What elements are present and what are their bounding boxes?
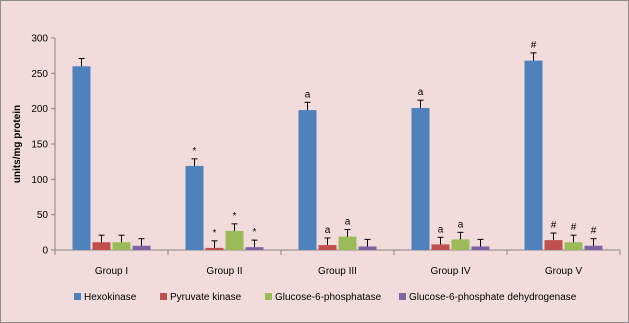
significance-annotation: a <box>325 225 331 236</box>
significance-annotation: # <box>571 222 577 233</box>
bar <box>338 236 357 250</box>
bar <box>411 107 430 251</box>
y-axis-label: units/mg protein <box>12 105 23 183</box>
bar <box>544 240 563 250</box>
bar <box>584 245 603 250</box>
significance-annotation: a <box>438 224 444 235</box>
y-tick-label: 250 <box>31 69 48 80</box>
legend-swatch <box>74 293 81 300</box>
legend-label: Glucose-6-phosphatase <box>275 292 382 303</box>
y-tick-label: 50 <box>37 210 49 221</box>
legend-label: Pyruvate kinase <box>170 292 242 303</box>
significance-annotation: * <box>253 227 257 238</box>
bar <box>92 242 111 250</box>
x-tick-label: Group II <box>206 266 242 277</box>
bar <box>245 247 264 250</box>
significance-annotation: # <box>531 40 537 51</box>
legend-swatch <box>160 293 167 300</box>
bar <box>72 66 91 251</box>
significance-annotation: * <box>213 228 217 239</box>
y-tick-label: 300 <box>31 34 48 45</box>
bar <box>225 230 244 250</box>
bar <box>451 239 470 250</box>
y-tick-label: 0 <box>42 246 48 257</box>
bar <box>318 245 337 250</box>
legend-swatch <box>399 293 406 300</box>
bar <box>431 244 450 250</box>
legend-swatch <box>265 293 272 300</box>
bar <box>132 245 151 250</box>
bar <box>298 110 317 250</box>
bar <box>471 246 490 250</box>
x-tick-label: Group I <box>95 266 128 277</box>
bar <box>564 242 583 250</box>
significance-annotation: a <box>458 219 464 230</box>
bar <box>185 165 204 250</box>
y-tick-label: 150 <box>31 140 48 151</box>
x-tick-label: Group III <box>318 266 357 277</box>
bar <box>112 242 131 250</box>
significance-annotation: * <box>193 146 197 157</box>
significance-annotation: a <box>418 87 424 98</box>
significance-annotation: * <box>233 211 237 222</box>
bar <box>205 247 224 250</box>
y-tick-label: 200 <box>31 104 48 115</box>
legend-label: Glucose-6-phosphate dehydrogenase <box>409 292 577 303</box>
legend-label: Hexokinase <box>84 292 137 303</box>
significance-annotation: # <box>551 220 557 231</box>
significance-annotation: a <box>345 217 351 228</box>
bar <box>524 60 543 250</box>
x-tick-label: Group V <box>545 266 583 277</box>
significance-annotation: # <box>591 226 597 237</box>
y-tick-label: 100 <box>31 175 48 186</box>
significance-annotation: a <box>305 89 311 100</box>
bar <box>358 246 377 250</box>
x-tick-label: Group IV <box>430 266 470 277</box>
